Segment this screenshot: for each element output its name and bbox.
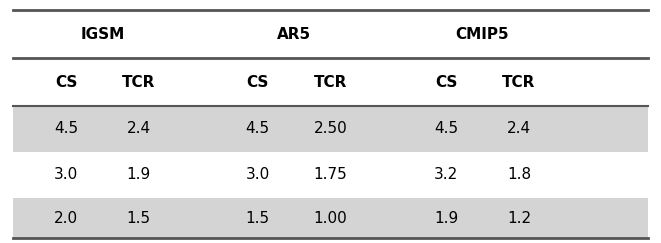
Text: 2.4: 2.4 [127,121,151,136]
Bar [13,106,648,152]
Text: 2.0: 2.0 [54,211,78,226]
Text: 1.5: 1.5 [127,211,151,226]
Text: IGSM: IGSM [81,26,124,42]
Text: 1.8: 1.8 [507,167,531,182]
Text: 4.5: 4.5 [54,121,78,136]
Text: 1.00: 1.00 [313,211,348,226]
Text: CMIP5: CMIP5 [455,26,510,42]
Text: 1.5: 1.5 [246,211,270,226]
Text: 3.2: 3.2 [434,167,458,182]
Text: 4.5: 4.5 [246,121,270,136]
Text: 2.4: 2.4 [507,121,531,136]
Text: AR5: AR5 [277,26,311,42]
Text: 1.9: 1.9 [127,167,151,182]
Text: TCR: TCR [502,75,535,89]
Text: TCR: TCR [122,75,155,89]
Text: 1.75: 1.75 [313,167,348,182]
Text: CS: CS [247,75,269,89]
Text: 2.50: 2.50 [313,121,348,136]
Text: 3.0: 3.0 [54,167,78,182]
Text: 1.9: 1.9 [434,211,458,226]
Text: CS: CS [55,75,77,89]
Text: 3.0: 3.0 [246,167,270,182]
Text: CS: CS [435,75,457,89]
Text: 1.2: 1.2 [507,211,531,226]
Text: TCR: TCR [314,75,347,89]
Text: 4.5: 4.5 [434,121,458,136]
Bar [13,198,648,238]
